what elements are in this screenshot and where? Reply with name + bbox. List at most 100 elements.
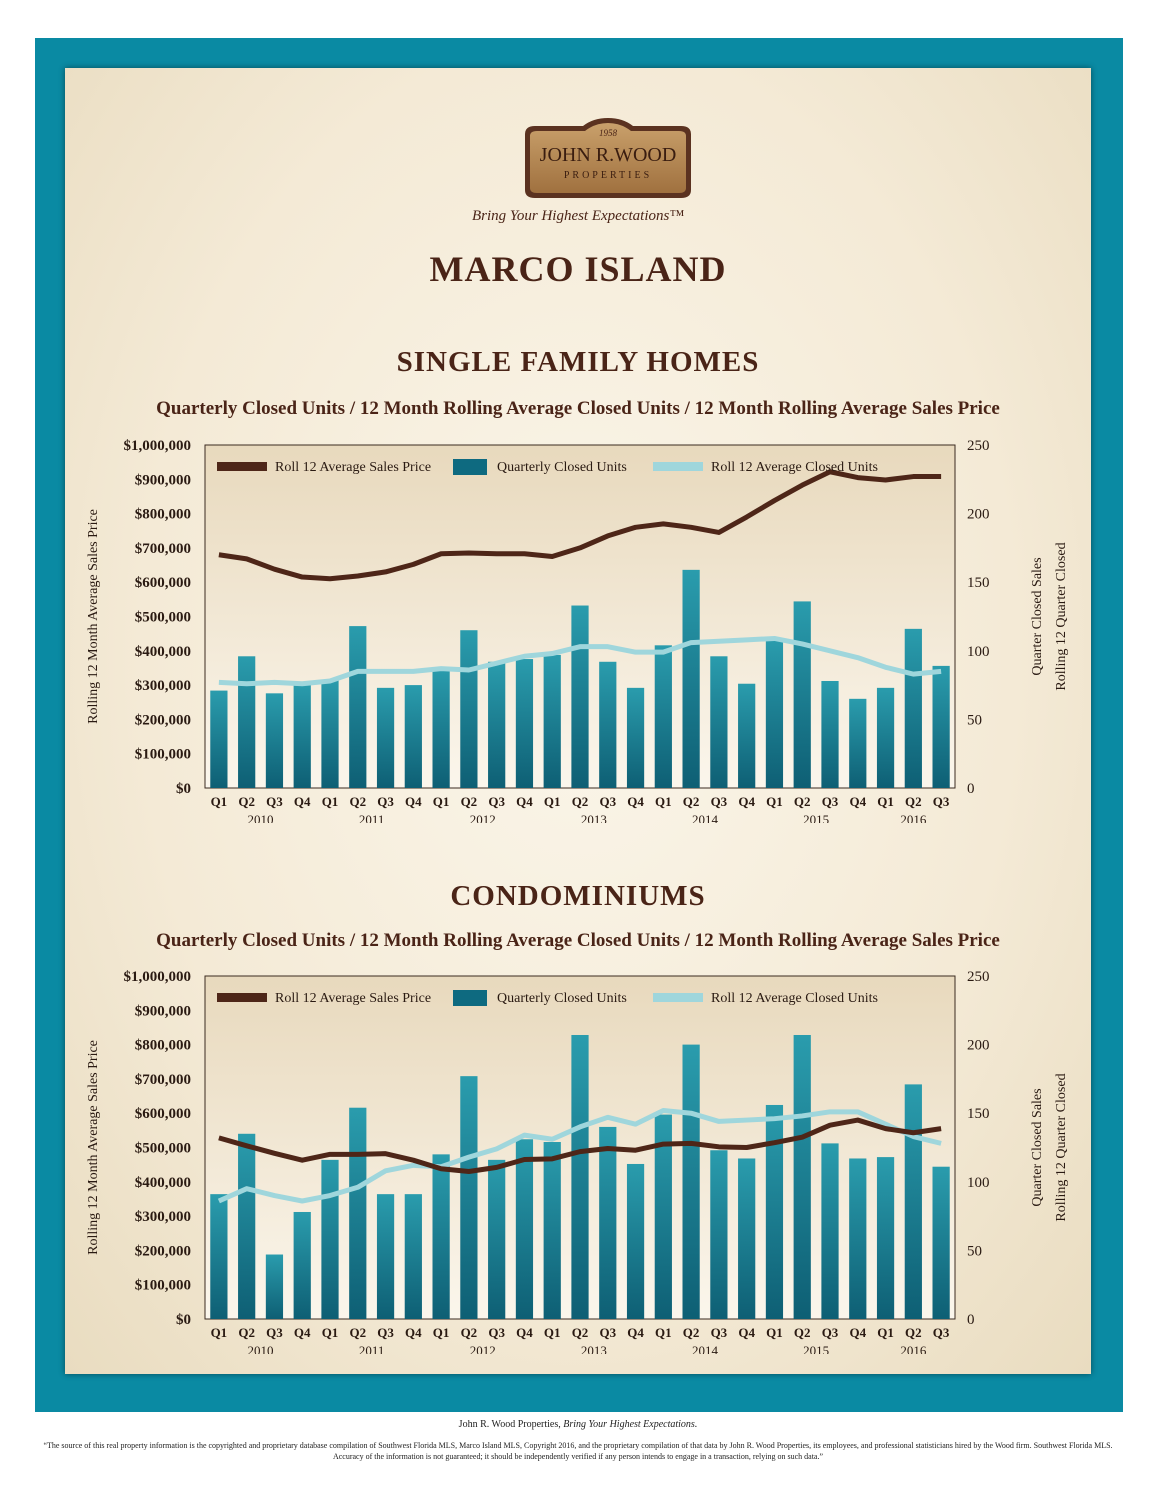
x-tick-label: Q1 [544,794,561,809]
x-tick-label: Q2 [683,794,700,809]
y-tick-label: $0 [176,781,191,797]
y-tick-label: $800,000 [135,1038,191,1054]
bar-quarterly-units [210,1194,228,1319]
logo-year: 1958 [599,128,618,138]
legend-label-price: Roll 12 Average Sales Price [275,991,431,1006]
bar-quarterly-units [404,1194,422,1319]
x-year-label: 2016 [900,812,927,823]
y2-tick-label: 100 [967,1175,990,1191]
x-tick-label: Q2 [794,794,811,809]
bar-quarterly-units [432,668,450,788]
bar-quarterly-units [654,1114,672,1319]
y2-axis-title-1: Quarter Closed Sales [1030,1088,1045,1206]
bar-quarterly-units [460,630,478,788]
section-subtitle-condos: Quarterly Closed Units / 12 Month Rollin… [156,930,1000,951]
x-tick-label: Q1 [211,794,228,809]
x-tick-label: Q2 [794,1325,811,1340]
bar-quarterly-units [515,1139,534,1319]
y-tick-label: $0 [176,1312,191,1328]
bar-quarterly-units [265,693,284,788]
x-tick-label: Q4 [516,1325,533,1340]
y2-tick-label: 150 [967,1106,990,1122]
y-tick-label: $200,000 [135,1243,191,1259]
bar-quarterly-units [238,1133,256,1319]
bar-quarterly-units [904,628,922,788]
logo-name: JOHN R.WOOD [540,144,677,166]
x-tick-label: Q3 [822,794,839,809]
y2-tick-label: 50 [967,712,982,728]
y-tick-label: $300,000 [135,1209,191,1225]
y-tick-label: $600,000 [135,575,191,591]
footer-tagline: Bring Your Highest Expectations. [563,1419,698,1430]
x-tick-label: Q3 [488,794,505,809]
footer-disclaimer: “The source of this real property inform… [43,1441,1113,1461]
x-tick-label: Q1 [211,1325,228,1340]
line-roll-price [218,469,942,582]
x-tick-label: Q1 [322,1325,339,1340]
bar-quarterly-units [738,1158,756,1319]
x-year-label: 2010 [248,1343,274,1354]
bar-quarterly-units [321,1159,339,1319]
x-year-label: 2012 [470,812,496,823]
bar-quarterly-units [738,683,756,788]
bar-quarterly-units [515,659,534,788]
y-tick-label: $800,000 [135,507,191,523]
x-tick-label: Q4 [405,1325,422,1340]
bar-quarterly-units [904,1084,922,1319]
x-tick-label: Q4 [849,794,866,809]
x-tick-label: Q1 [433,1325,450,1340]
legend-label-bars: Quarterly Closed Units [497,991,627,1006]
y-tick-label: $1,000,000 [124,969,192,985]
y-tick-label: $200,000 [135,712,191,728]
tagline: Bring Your Highest Expectations™ [471,208,685,224]
x-year-label: 2013 [581,812,607,823]
x-tick-label: Q2 [683,1325,700,1340]
bar-quarterly-units [626,1163,645,1319]
x-tick-label: Q2 [461,794,478,809]
x-tick-label: Q1 [877,794,894,809]
x-year-label: 2016 [900,1343,927,1354]
x-tick-label: Q1 [766,1325,783,1340]
bar-quarterly-units [571,605,589,788]
bar-quarterly-units [599,661,617,788]
bar-quarterly-units [265,1254,284,1319]
x-tick-label: Q4 [294,794,311,809]
x-year-label: 2012 [470,1343,496,1354]
legend-label-bars: Quarterly Closed Units [497,460,627,475]
y2-tick-label: 250 [967,969,990,985]
x-tick-label: Q4 [627,1325,644,1340]
bar-quarterly-units [654,645,672,788]
y-tick-label: $300,000 [135,678,191,694]
y-tick-label: $900,000 [135,472,191,488]
bar-quarterly-units [876,1157,895,1319]
x-tick-label: Q3 [711,794,728,809]
bar-quarterly-units [793,1034,811,1319]
bar-quarterly-units [349,626,367,788]
y-tick-label: $100,000 [135,1278,191,1294]
x-tick-label: Q4 [627,794,644,809]
bar-quarterly-units [321,679,339,788]
x-tick-label: Q3 [377,1325,394,1340]
x-tick-label: Q4 [738,794,755,809]
x-tick-label: Q2 [572,794,589,809]
bar-quarterly-units [210,690,228,788]
x-tick-label: Q3 [377,794,394,809]
bar-quarterly-units [765,1104,784,1319]
x-tick-label: Q4 [516,794,533,809]
y-tick-label: $500,000 [135,1141,191,1157]
bar-quarterly-units [238,656,256,788]
x-year-label: 2010 [248,812,274,823]
x-tick-label: Q2 [238,794,255,809]
bar-quarterly-units [293,1211,311,1319]
y2-tick-label: 100 [967,644,990,660]
bar-quarterly-units [682,569,700,788]
x-tick-label: Q1 [433,794,450,809]
x-tick-label: Q1 [544,1325,561,1340]
x-tick-label: Q1 [655,794,672,809]
y-tick-label: $400,000 [135,644,191,660]
bar-quarterly-units [682,1044,700,1319]
x-year-label: 2015 [803,812,829,823]
legend-swatch-roll-units [653,993,703,1002]
legend-label-price: Roll 12 Average Sales Price [275,460,431,475]
y-tick-label: $900,000 [135,1003,191,1019]
